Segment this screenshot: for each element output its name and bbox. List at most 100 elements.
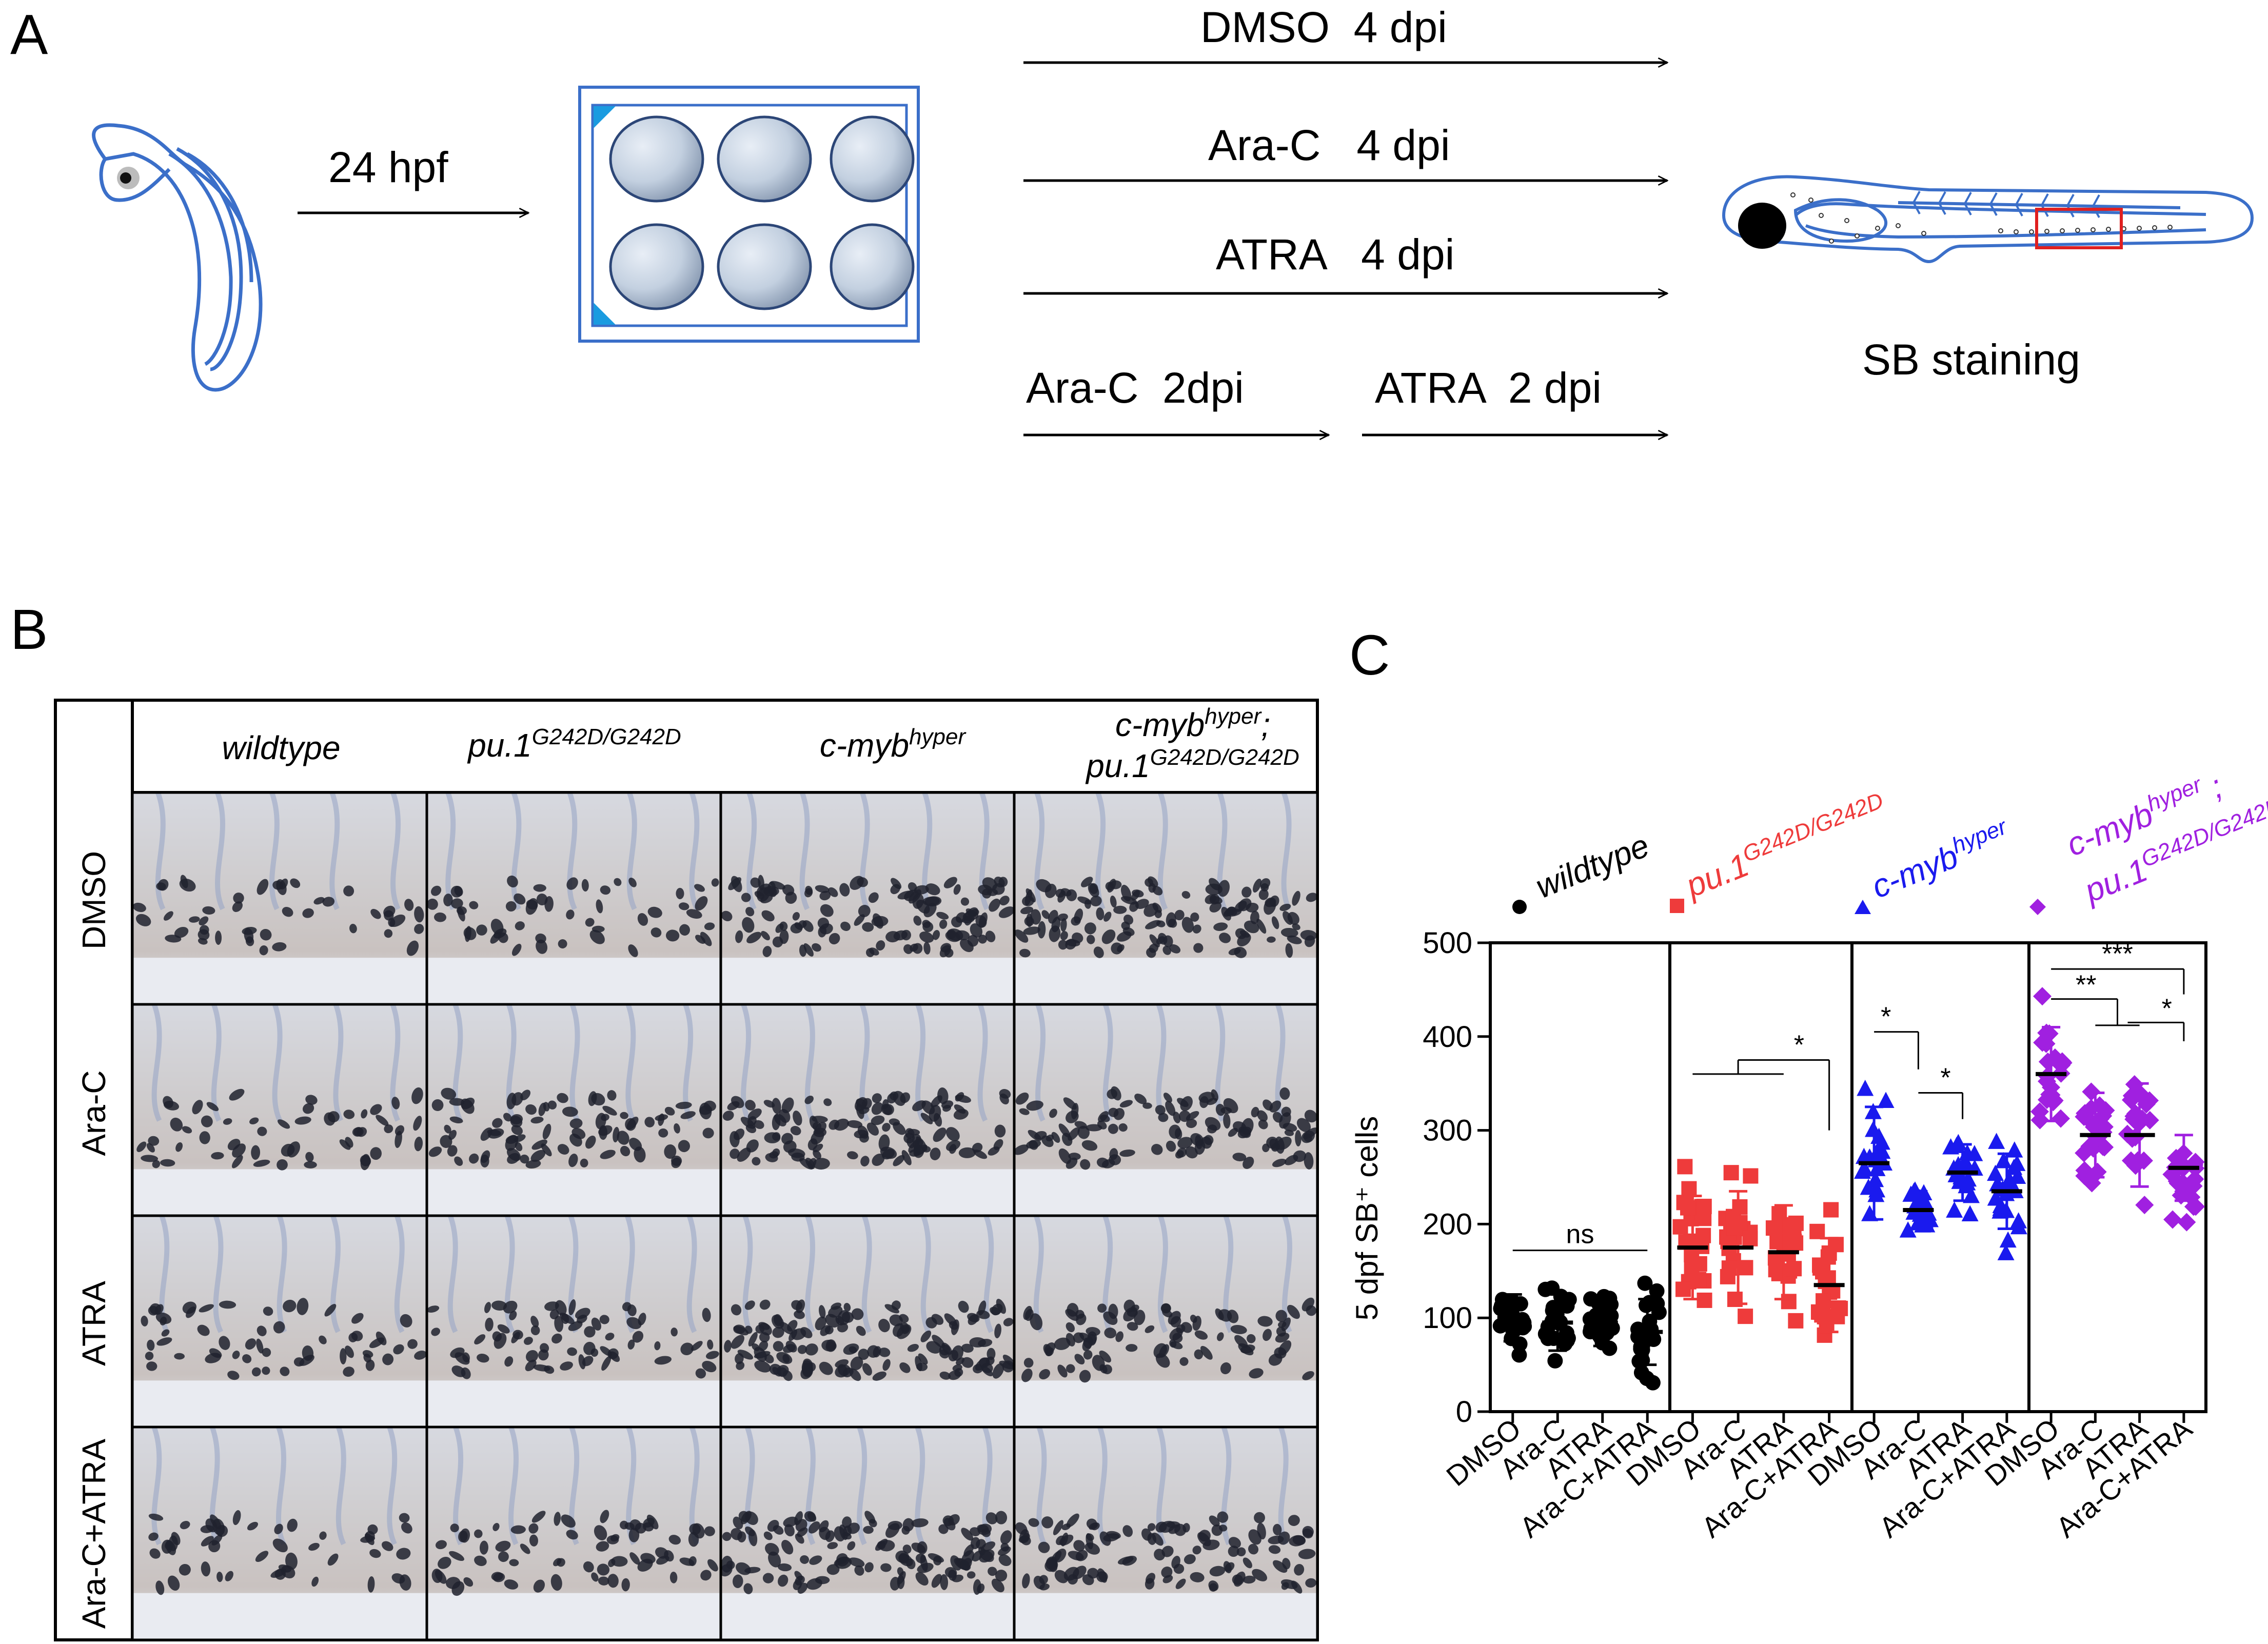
y-tick-label: 300 xyxy=(1423,1114,1472,1147)
treatment-dmso-label: DMSO 4 dpi xyxy=(1200,3,1447,51)
y-tick-label: 400 xyxy=(1423,1020,1472,1054)
data-point xyxy=(1637,1275,1653,1291)
data-point xyxy=(1675,1281,1691,1297)
data-point xyxy=(1649,1283,1665,1299)
row-label-arac: Ara-C xyxy=(75,1070,112,1156)
data-point xyxy=(2186,1197,2205,1216)
data-point xyxy=(1696,1211,1712,1226)
readout-label: SB staining xyxy=(1862,335,2080,384)
error-bar xyxy=(1497,1293,1528,1343)
legend-label-cmyb: c-mybhyper xyxy=(1865,814,2017,905)
legend-marker-pu1 xyxy=(1670,899,1684,913)
y-tick-label: 0 xyxy=(1456,1395,1472,1429)
significance-label: * xyxy=(1940,1063,1950,1093)
y-tick-label: 200 xyxy=(1423,1207,1472,1241)
significance-label: ** xyxy=(2076,970,2096,1000)
scatter-chart: 0100200300400500DMSOAra-CATRAAra-C+ATRAn… xyxy=(1423,926,2207,1544)
micrograph-cell xyxy=(1013,1425,1319,1641)
legend-label-pu1: pu.1G242D/G242D xyxy=(1679,788,1892,905)
data-point xyxy=(1583,1322,1599,1338)
column-header-pu1: pu.1G242D/G242D xyxy=(467,724,681,764)
data-point xyxy=(1877,1092,1895,1108)
micrograph-cell xyxy=(425,1425,722,1641)
chart-legend: wildtype pu.1G242D/G242D c-mybhyper c-my… xyxy=(1512,767,2268,915)
data-point xyxy=(1786,1233,1802,1249)
micrograph-grid xyxy=(131,791,1319,1641)
error-bar xyxy=(1859,1105,1890,1221)
data-point xyxy=(1961,1205,1979,1221)
data-point xyxy=(2177,1213,2196,1232)
error-bar xyxy=(1723,1190,1754,1305)
data-point xyxy=(2008,1155,2026,1171)
data-point xyxy=(2001,1171,2018,1187)
micrograph-cell xyxy=(719,791,1016,1006)
data-point xyxy=(1920,1204,1937,1221)
data-point xyxy=(1809,1223,1825,1239)
data-point xyxy=(1873,1133,1890,1150)
micrograph-cell xyxy=(131,791,428,1006)
data-point xyxy=(1633,1364,1649,1380)
data-point xyxy=(2040,1024,2059,1043)
panel-c: C wildtype pu.1G242D/G242D c-mybhyper c-… xyxy=(1349,624,2268,1544)
micrograph-cell xyxy=(425,1003,722,1217)
data-point xyxy=(2051,1109,2070,1128)
legend-marker-cmyb xyxy=(1855,900,1871,914)
data-point xyxy=(1786,1261,1802,1277)
data-point xyxy=(1743,1168,1759,1184)
significance-label: * xyxy=(1794,1031,1804,1060)
error-bar xyxy=(2036,1026,2067,1122)
legend-label-wildtype: wildtype xyxy=(1530,827,1654,905)
treatment-atra-label: ATRA 4 dpi xyxy=(1216,230,1454,279)
data-point xyxy=(2076,1104,2095,1123)
error-bar xyxy=(2168,1134,2199,1202)
panel-a-letter: A xyxy=(10,3,48,66)
data-point xyxy=(2040,1085,2059,1104)
micrograph-cell xyxy=(131,1425,428,1641)
data-point xyxy=(1812,1257,1828,1273)
data-point xyxy=(1899,1221,1917,1238)
data-point xyxy=(1814,1307,1830,1323)
significance-label: *** xyxy=(2102,939,2133,969)
data-point xyxy=(1823,1202,1839,1218)
data-point xyxy=(1999,1231,2017,1248)
significance-label: ns xyxy=(1566,1220,1594,1250)
data-point xyxy=(1695,1227,1711,1243)
micrograph-cell xyxy=(1013,1214,1319,1429)
micrograph-cell xyxy=(131,1003,428,1217)
row-label-dmso: DMSO xyxy=(75,851,112,949)
data-point xyxy=(1867,1171,1884,1187)
data-point xyxy=(1645,1375,1661,1391)
data-point xyxy=(1511,1347,1527,1363)
micrograph-cell xyxy=(719,1425,1016,1641)
data-point xyxy=(1504,1331,1520,1346)
error-bar xyxy=(2080,1091,2111,1179)
data-point xyxy=(1946,1201,1963,1218)
data-point xyxy=(1788,1313,1804,1329)
data-point xyxy=(1991,1202,2009,1219)
data-point xyxy=(1997,1244,2015,1260)
row-label-arac-atra: Ara-C+ATRA xyxy=(75,1438,112,1629)
sequential-second-label: ATRA 2 dpi xyxy=(1375,364,1602,412)
data-point xyxy=(1681,1181,1697,1197)
data-point xyxy=(1854,1162,1871,1179)
significance-pu1: * xyxy=(1692,1031,1830,1131)
data-point xyxy=(1738,1309,1753,1324)
data-point xyxy=(2082,1174,2101,1193)
panel-b: B wildtype pu.1G242D/G242D c-mybhyper c-… xyxy=(10,598,1319,1641)
data-point xyxy=(1966,1145,1983,1161)
data-point xyxy=(1588,1308,1604,1323)
micrograph-cell xyxy=(131,1214,428,1429)
error-bar xyxy=(2124,1082,2155,1188)
data-point xyxy=(2140,1111,2159,1130)
error-bar xyxy=(1677,1195,1708,1301)
error-bar xyxy=(1542,1293,1573,1352)
column-header-double-line2: pu.1G242D/G242D xyxy=(1085,745,1299,784)
embryo-24hpf-drawing xyxy=(92,123,263,392)
micrograph-cell xyxy=(1013,791,1319,1006)
data-point xyxy=(1677,1159,1693,1175)
error-bar xyxy=(1991,1152,2022,1231)
plot-frame xyxy=(1489,941,2207,1413)
data-point xyxy=(2122,1086,2141,1105)
column-header-wildtype: wildtype xyxy=(222,729,340,766)
y-tick-label: 100 xyxy=(1423,1301,1472,1335)
